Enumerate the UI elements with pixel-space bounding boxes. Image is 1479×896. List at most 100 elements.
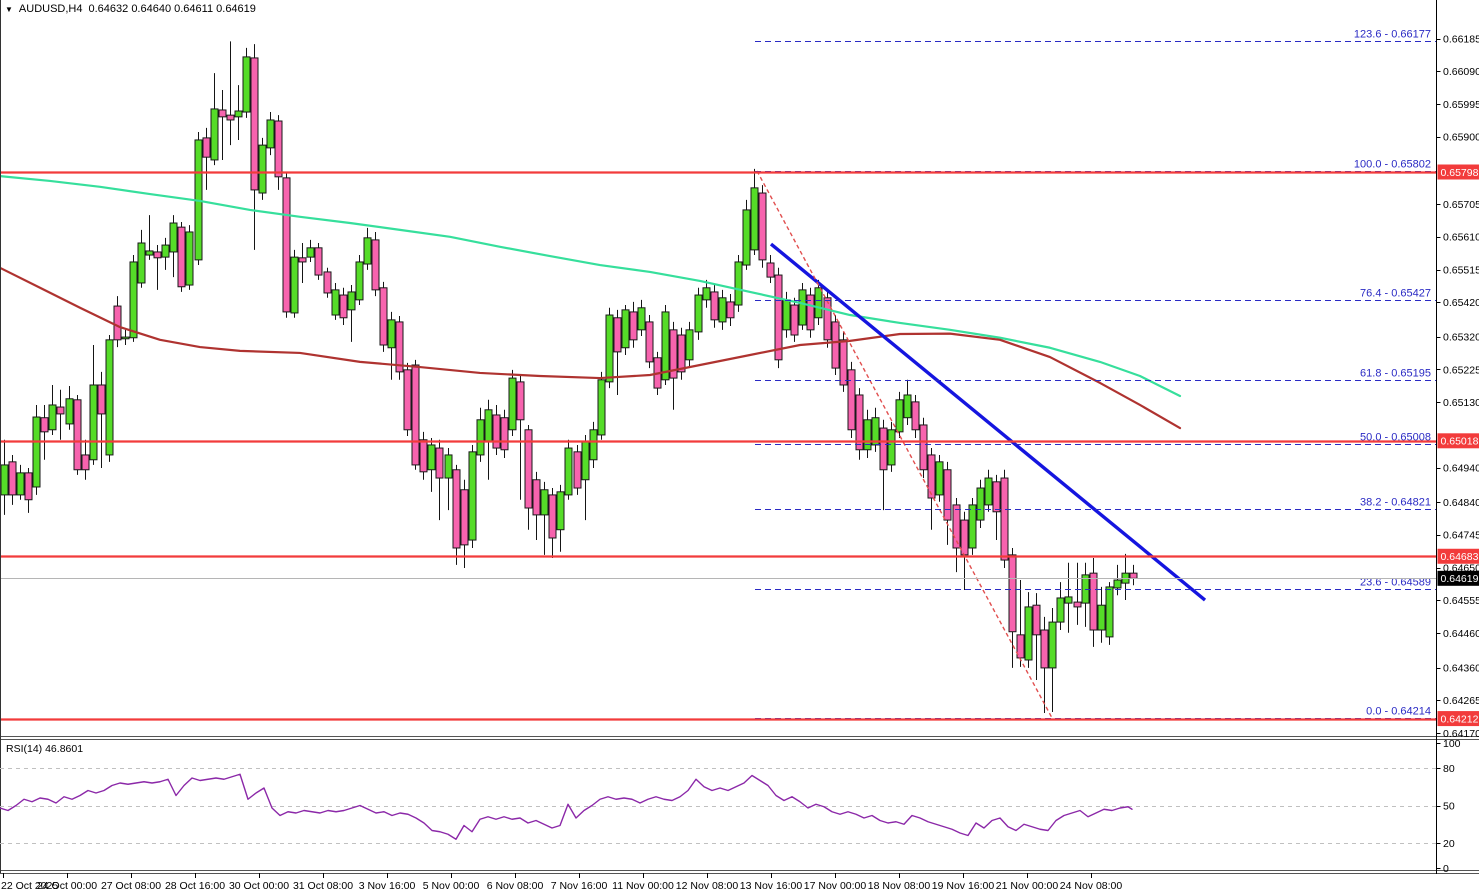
candle — [597, 379, 606, 436]
candle — [242, 56, 251, 113]
candle — [145, 250, 154, 256]
candle — [323, 271, 332, 294]
candle — [452, 469, 461, 549]
candle — [847, 369, 856, 431]
candle — [734, 261, 743, 306]
candle — [677, 334, 686, 373]
candle — [814, 287, 823, 319]
candle — [637, 307, 646, 331]
candle — [573, 451, 582, 489]
candle — [774, 274, 783, 361]
candle — [952, 504, 961, 549]
candle — [153, 251, 162, 259]
svg-text:0.65130: 0.65130 — [1443, 397, 1479, 409]
candle — [750, 187, 759, 251]
svg-text:0.65225: 0.65225 — [1443, 364, 1479, 376]
candle — [524, 429, 533, 509]
candle — [387, 319, 396, 349]
candle — [766, 262, 775, 278]
svg-text:0.65320: 0.65320 — [1443, 332, 1479, 344]
price-axis[interactable]: 0.66185 0.66090 0.65995 0.65900 0.65705 0.656… — [1436, 33, 1479, 740]
rsi-panel[interactable] — [0, 768, 1437, 844]
candle — [1032, 604, 1041, 636]
candle — [177, 226, 186, 288]
candle — [40, 417, 49, 433]
descending-blue-trendline[interactable] — [769, 242, 1207, 602]
price-badge — [1437, 548, 1479, 564]
svg-text:28 Oct 16:00: 28 Oct 16:00 — [165, 880, 225, 892]
svg-text:24 Nov 08:00: 24 Nov 08:00 — [1060, 880, 1123, 892]
candle — [1000, 477, 1009, 561]
candle — [508, 377, 517, 431]
red-dashed-channel-line[interactable] — [756, 170, 1053, 719]
svg-text:0.65018: 0.65018 — [1441, 436, 1479, 448]
candle — [129, 261, 138, 339]
candle — [1089, 572, 1098, 631]
candle — [1040, 629, 1049, 669]
candle — [790, 304, 799, 336]
candle — [1056, 597, 1065, 623]
svg-text:11 Nov 00:00: 11 Nov 00:00 — [612, 880, 674, 892]
candle — [339, 294, 348, 319]
svg-text:30 Oct 00:00: 30 Oct 00:00 — [229, 880, 289, 892]
candle — [984, 477, 993, 506]
rsi-axis[interactable]: 100 80 50 20 0 — [1436, 738, 1461, 875]
candle — [782, 299, 791, 331]
candle — [1016, 634, 1025, 659]
candle — [742, 209, 751, 266]
svg-text:7 Nov 16:00: 7 Nov 16:00 — [551, 880, 608, 892]
svg-text:0.64840: 0.64840 — [1443, 497, 1479, 509]
svg-text:22 Oct 2025: 22 Oct 2025 — [1, 880, 58, 892]
candle — [581, 441, 590, 481]
candle — [710, 291, 719, 321]
candle — [992, 481, 1001, 513]
candle — [556, 491, 565, 531]
candle — [226, 114, 235, 121]
svg-text:3 Nov 16:00: 3 Nov 16:00 — [359, 880, 416, 892]
svg-text:0: 0 — [1443, 863, 1449, 875]
candle — [887, 429, 896, 466]
panel-separators — [0, 0, 1479, 874]
candle — [629, 311, 638, 341]
svg-text:6 Nov 08:00: 6 Nov 08:00 — [487, 880, 544, 892]
candle — [290, 256, 299, 314]
svg-text:61.8 - 0.65195: 61.8 - 0.65195 — [1360, 368, 1431, 380]
svg-text:12 Nov 08:00: 12 Nov 08:00 — [676, 880, 739, 892]
candle — [121, 336, 130, 340]
candle — [427, 444, 436, 471]
svg-text:76.4 - 0.65427: 76.4 - 0.65427 — [1360, 288, 1431, 300]
candle — [1081, 574, 1090, 604]
candle — [395, 321, 404, 373]
svg-text:13 Nov 16:00: 13 Nov 16:00 — [740, 880, 803, 892]
candle — [73, 399, 82, 471]
price-badges: 0.65798 0.65018 0.64683 0.64212 0.64619 — [1437, 164, 1479, 727]
candle — [89, 384, 98, 461]
fast-ma-green — [0, 175, 1182, 398]
rsi-indicator-label: RSI(14) 46.8601 — [6, 743, 84, 755]
symbol-dropdown-icon[interactable]: ▼ — [5, 4, 13, 14]
candle — [532, 479, 541, 516]
candle — [274, 120, 283, 178]
candle — [371, 239, 380, 291]
svg-text:0.65798: 0.65798 — [1441, 167, 1479, 179]
candle — [548, 494, 557, 539]
svg-text:0.65995: 0.65995 — [1443, 99, 1479, 111]
svg-text:0.0 - 0.64214: 0.0 - 0.64214 — [1366, 706, 1431, 718]
candle — [702, 287, 711, 301]
svg-text:0.64360: 0.64360 — [1443, 662, 1479, 674]
candle — [613, 317, 622, 353]
svg-text:0.64460: 0.64460 — [1443, 628, 1479, 640]
support-resistance-lines[interactable] — [0, 171, 1437, 721]
svg-text:0.64265: 0.64265 — [1443, 695, 1479, 707]
price-badge — [1437, 433, 1479, 449]
svg-text:0.65420: 0.65420 — [1443, 297, 1479, 309]
candle — [661, 311, 670, 381]
candle — [1105, 586, 1114, 638]
svg-text:0.64940: 0.64940 — [1443, 462, 1479, 474]
candle — [161, 244, 170, 258]
svg-text:21 Nov 00:00: 21 Nov 00:00 — [996, 880, 1059, 892]
svg-text:18 Nov 08:00: 18 Nov 08:00 — [868, 880, 931, 892]
svg-text:100: 100 — [1443, 738, 1461, 750]
